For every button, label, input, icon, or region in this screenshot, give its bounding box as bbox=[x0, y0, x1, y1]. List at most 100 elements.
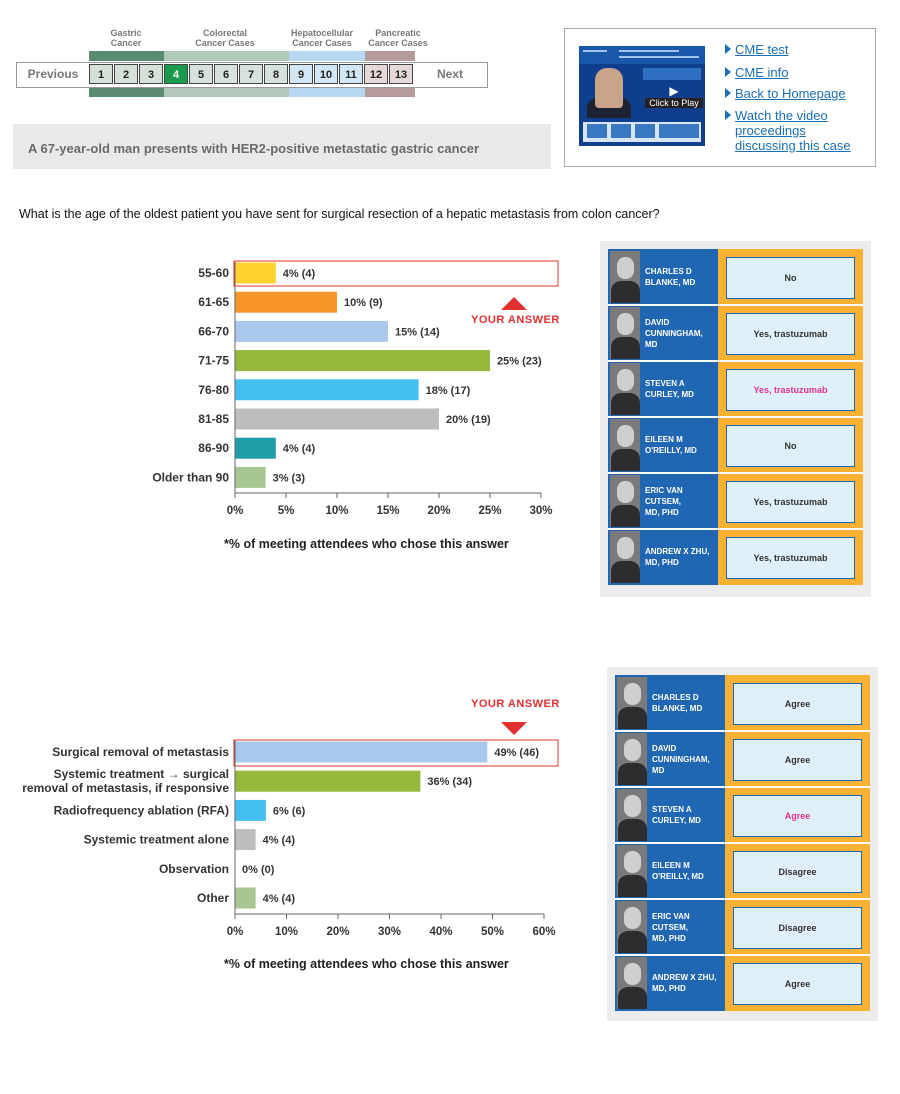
category-label-pancreatic: Pancreatic Cancer Cases bbox=[368, 28, 428, 48]
expert-answer: Yes, trastuzumab bbox=[726, 537, 855, 579]
row-separator bbox=[615, 898, 870, 900]
caret-right-icon bbox=[725, 44, 731, 54]
row-separator bbox=[608, 416, 863, 418]
chart-bar bbox=[235, 408, 439, 430]
previous-button[interactable]: Previous bbox=[27, 67, 79, 81]
watch-video-line-1[interactable]: Watch the video bbox=[735, 108, 828, 123]
expert-name-line: MD bbox=[645, 339, 658, 349]
case-number-8[interactable]: 8 bbox=[264, 64, 288, 84]
resource-links-panel bbox=[564, 28, 876, 167]
case-number-13[interactable]: 13 bbox=[389, 64, 413, 84]
chart-bar bbox=[235, 350, 490, 372]
expert-name-line: MD, PHD bbox=[645, 507, 679, 517]
expert-name-line: STEVEN A bbox=[652, 805, 692, 814]
case-number-4[interactable]: 4 bbox=[164, 64, 188, 84]
case-number-2[interactable]: 2 bbox=[114, 64, 138, 84]
expert-name-line: O'REILLY, MD bbox=[645, 446, 697, 455]
case-number-11[interactable]: 11 bbox=[339, 64, 363, 84]
x-tick-label: 30% bbox=[529, 505, 552, 517]
play-overlay[interactable]: ▶ Click to Play bbox=[645, 84, 703, 110]
x-tick-label: 50% bbox=[481, 926, 504, 938]
expert-answer: No bbox=[726, 257, 855, 299]
back-to-homepage-link[interactable]: Back to Homepage bbox=[735, 86, 846, 101]
case-number-9[interactable]: 9 bbox=[289, 64, 313, 84]
row-separator bbox=[615, 954, 870, 956]
expert-name-line: EILEEN M bbox=[645, 435, 683, 444]
photo-head bbox=[617, 537, 634, 559]
category-label: 81-85 bbox=[198, 412, 229, 426]
row-separator bbox=[608, 528, 863, 530]
click-to-play-label[interactable]: Click to Play bbox=[645, 98, 703, 108]
play-icon[interactable]: ▶ bbox=[669, 84, 679, 98]
chart-bar bbox=[235, 829, 256, 851]
category-bar-colorectal bbox=[164, 51, 289, 61]
category-label: removal of metastasis, if responsive bbox=[22, 781, 229, 795]
expert-answer: No bbox=[726, 425, 855, 467]
expert-name-line: DAVID bbox=[652, 743, 677, 753]
expert-photo bbox=[617, 901, 647, 953]
x-tick-label: 0% bbox=[227, 505, 244, 517]
expert-name-line: CUTSEM, bbox=[652, 922, 688, 932]
case-number-3[interactable]: 3 bbox=[139, 64, 163, 84]
row-separator bbox=[615, 730, 870, 732]
expert-name-line: DAVID bbox=[645, 317, 670, 327]
watch-video-link[interactable]: Watch the video proceedings discussing t… bbox=[735, 108, 851, 153]
photo-head bbox=[617, 313, 634, 335]
next-button[interactable]: Next bbox=[436, 67, 463, 81]
expert-name-line: O'REILLY, MD bbox=[652, 872, 704, 881]
category-label: Radiofrequency ablation (RFA) bbox=[54, 803, 229, 817]
x-tick-label: 30% bbox=[378, 926, 401, 938]
bar-data-label: 4% (4) bbox=[263, 893, 296, 905]
expert-photo bbox=[617, 845, 647, 897]
expert-name: EILEEN M O'REILLY, MD bbox=[645, 434, 697, 456]
expert-name-line: BLANKE, MD bbox=[645, 278, 696, 287]
expert-name-line: CURLEY, MD bbox=[652, 816, 701, 825]
case-title: A 67-year-old man presents with HER2-pos… bbox=[28, 141, 480, 156]
category-bar-hepatocellular-bottom bbox=[289, 87, 365, 97]
watch-video-line-2[interactable]: proceedings bbox=[735, 123, 806, 138]
video-thumbnail[interactable]: ▶ Click to Play bbox=[579, 46, 705, 146]
your-answer-highlight-box bbox=[233, 739, 559, 767]
question-text: What is the age of the oldest patient yo… bbox=[19, 207, 660, 221]
chart-bar bbox=[235, 262, 276, 284]
case-number-5[interactable]: 5 bbox=[189, 64, 213, 84]
your-answer-arrow-icon bbox=[501, 297, 527, 310]
cme-test-link[interactable]: CME test bbox=[735, 42, 789, 57]
expert-name: ANDREW X ZHU, MD, PHD bbox=[652, 972, 716, 994]
x-tick-label: 0% bbox=[227, 926, 244, 938]
expert-answer: Yes, trastuzumab bbox=[726, 313, 855, 355]
bar-data-label: 4% (4) bbox=[283, 268, 316, 280]
thumbnail-slide bbox=[643, 68, 701, 80]
category-bar-gastric bbox=[89, 51, 164, 61]
your-answer-label-2: YOUR ANSWER bbox=[471, 698, 560, 710]
bar-data-label: 49% (46) bbox=[494, 747, 539, 759]
thumbnail-header bbox=[579, 46, 705, 64]
x-tick-label: 10% bbox=[325, 505, 348, 517]
bar-data-label: 4% (4) bbox=[283, 443, 316, 455]
x-tick-label: 25% bbox=[478, 505, 501, 517]
category-bar-pancreatic-bottom bbox=[365, 87, 415, 97]
case-number-12[interactable]: 12 bbox=[364, 64, 388, 84]
watch-video-line-3[interactable]: discussing this case bbox=[735, 138, 851, 153]
expert-name-line: ANDREW X ZHU, bbox=[645, 547, 710, 556]
expert-answer: Agree bbox=[733, 963, 862, 1005]
expert-photo bbox=[610, 363, 640, 415]
caret-right-icon bbox=[725, 67, 731, 77]
row-separator bbox=[615, 842, 870, 844]
x-tick-label: 60% bbox=[532, 926, 555, 938]
case-number-7[interactable]: 7 bbox=[239, 64, 263, 84]
chart-bar bbox=[235, 379, 419, 401]
photo-body bbox=[618, 875, 647, 897]
case-number-6[interactable]: 6 bbox=[214, 64, 238, 84]
case-number-10[interactable]: 10 bbox=[314, 64, 338, 84]
chart-bar bbox=[235, 770, 421, 792]
category-label: Systemic treatment → surgical bbox=[54, 767, 229, 781]
photo-head bbox=[624, 963, 641, 985]
category-label: Older than 90 bbox=[152, 470, 229, 484]
case-number-1[interactable]: 1 bbox=[89, 64, 113, 84]
cme-info-link[interactable]: CME info bbox=[735, 65, 789, 80]
chart-bar bbox=[235, 466, 266, 488]
your-answer-label-1: YOUR ANSWER bbox=[471, 314, 560, 326]
chart-bar bbox=[235, 741, 488, 763]
